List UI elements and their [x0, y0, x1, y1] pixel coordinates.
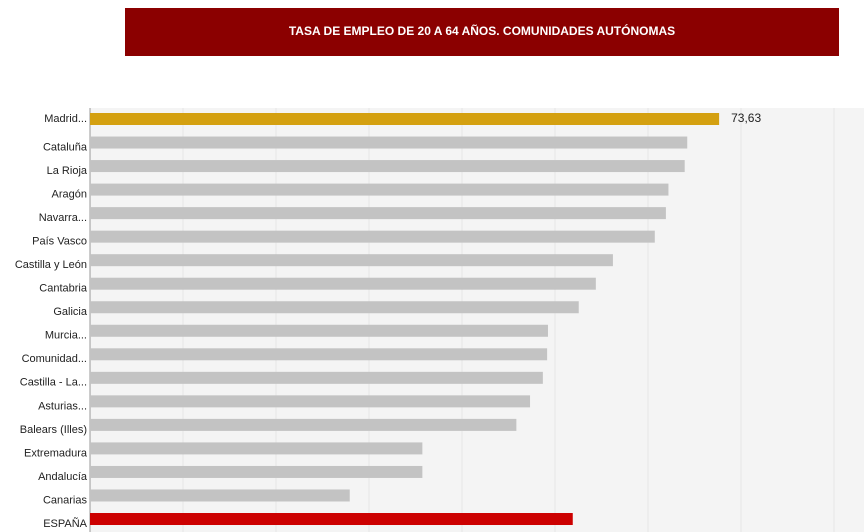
y-tick-label: Castilla - La...	[20, 377, 87, 389]
bar	[90, 324, 548, 337]
y-tick-label: Murcia...	[45, 330, 87, 342]
y-tick-label: Andalucía	[38, 471, 88, 483]
y-tick-label: Castilla y León	[15, 259, 87, 271]
bar	[90, 489, 350, 502]
bar	[90, 418, 517, 431]
y-tick-label: Navarra...	[39, 212, 87, 224]
bar	[90, 301, 579, 314]
bar	[90, 160, 685, 173]
y-tick-label: Extremadura	[24, 447, 88, 459]
bar	[90, 113, 720, 125]
y-tick-label: País Vasco	[32, 236, 87, 248]
value-label: 73,63	[731, 111, 761, 125]
bar	[90, 348, 548, 361]
y-tick-label: ESPAÑA	[43, 517, 87, 530]
bar	[90, 136, 688, 149]
y-tick-label: Madrid...	[44, 113, 87, 125]
title-banner	[125, 8, 839, 56]
y-tick-label: Balears (Illes)	[20, 424, 87, 436]
y-tick-label: Galicia	[53, 306, 88, 318]
y-tick-label: Canarias	[43, 494, 88, 506]
chart-title: TASA DE EMPLEO DE 20 A 64 AÑOS. COMUNIDA…	[289, 23, 675, 38]
bar	[90, 465, 423, 478]
bar	[90, 207, 666, 220]
y-tick-label: La Rioja	[47, 165, 88, 177]
bar	[90, 254, 613, 267]
bar	[90, 183, 669, 196]
background-grid	[182, 108, 835, 532]
bar	[90, 230, 655, 243]
plot-background	[90, 108, 864, 532]
bar	[90, 277, 596, 290]
y-tick-label: Cantabria	[39, 283, 88, 295]
y-tick-label: Asturias...	[38, 400, 87, 412]
y-tick-label: Aragón	[52, 188, 87, 200]
bar	[90, 395, 531, 408]
y-tick-label: Cataluña	[43, 141, 88, 153]
bar	[90, 513, 573, 526]
y-tick-label: Comunidad...	[22, 353, 87, 365]
bar	[90, 371, 543, 384]
bar	[90, 442, 423, 455]
